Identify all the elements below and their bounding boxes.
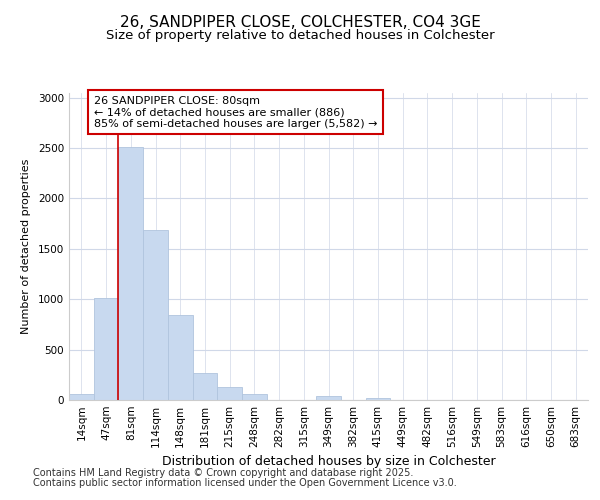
Text: Size of property relative to detached houses in Colchester: Size of property relative to detached ho… (106, 28, 494, 42)
Text: Contains HM Land Registry data © Crown copyright and database right 2025.: Contains HM Land Registry data © Crown c… (33, 468, 413, 477)
Bar (94, 298, 118, 400)
Bar (316, 396, 341, 400)
Bar (193, 373, 217, 400)
Bar (242, 394, 267, 400)
X-axis label: Distribution of detached houses by size in Colchester: Distribution of detached houses by size … (161, 456, 496, 468)
Bar (217, 388, 242, 400)
Bar (365, 398, 390, 400)
Bar (69, 394, 94, 400)
Bar (143, 230, 168, 400)
Text: 26, SANDPIPER CLOSE, COLCHESTER, CO4 3GE: 26, SANDPIPER CLOSE, COLCHESTER, CO4 3GE (119, 15, 481, 30)
Text: Contains public sector information licensed under the Open Government Licence v3: Contains public sector information licen… (33, 478, 457, 488)
Y-axis label: Number of detached properties: Number of detached properties (21, 158, 31, 334)
Bar (168, 316, 193, 400)
Text: 26 SANDPIPER CLOSE: 80sqm
← 14% of detached houses are smaller (886)
85% of semi: 26 SANDPIPER CLOSE: 80sqm ← 14% of detac… (94, 96, 377, 128)
Bar (118, 147, 143, 400)
